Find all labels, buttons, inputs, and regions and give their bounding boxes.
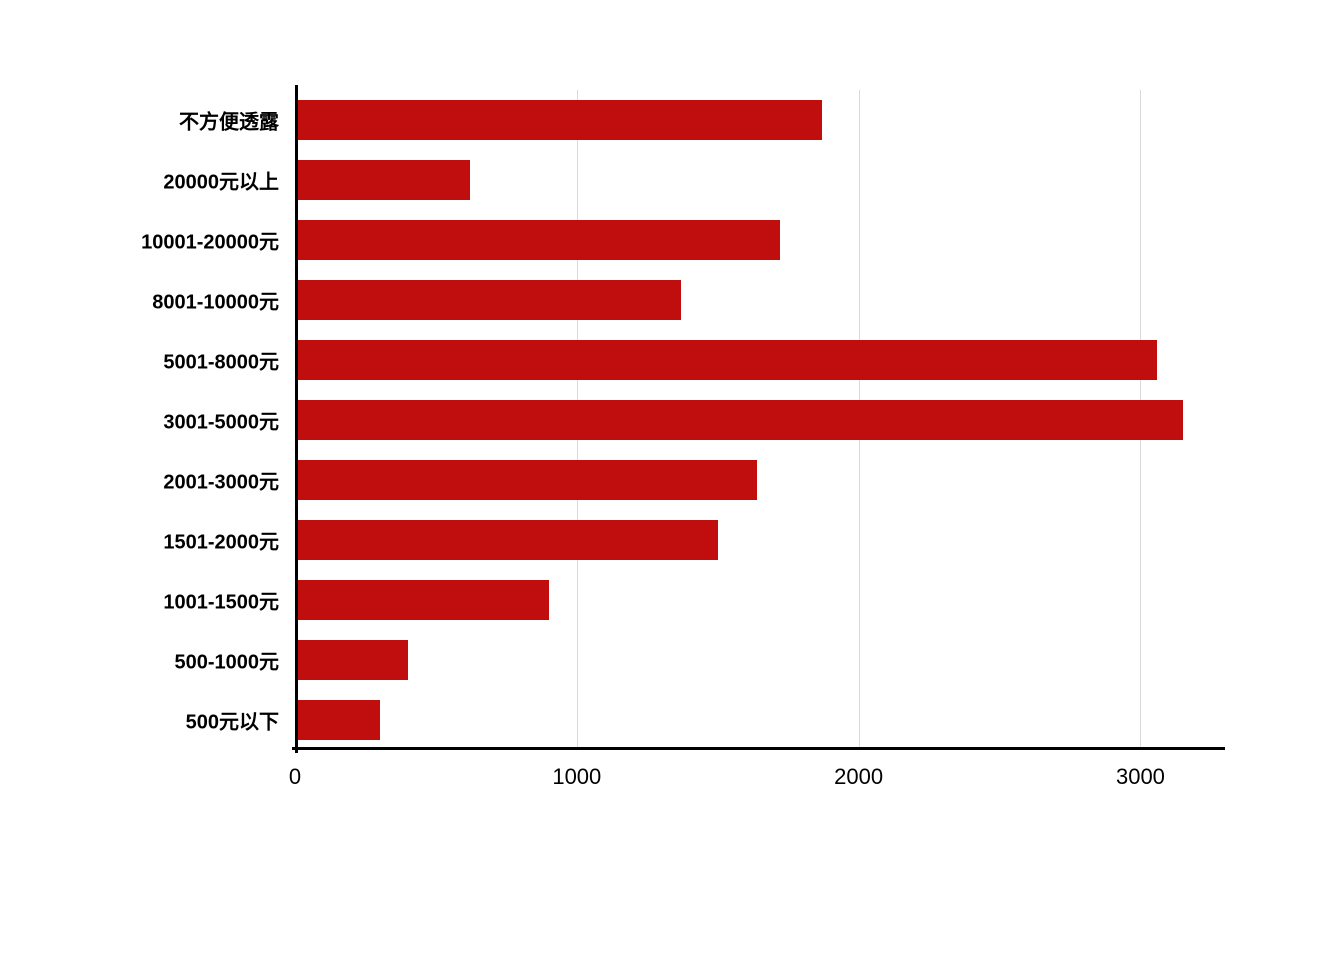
y-tick-label: 500-1000元 (174, 646, 279, 675)
bar (295, 400, 1183, 440)
y-tick-label: 5001-8000元 (163, 346, 279, 375)
bar (295, 220, 780, 260)
y-tick-label: 10001-20000元 (141, 226, 279, 255)
y-tick-label: 20000元以上 (163, 166, 279, 195)
x-tick-label: 3000 (1116, 764, 1165, 790)
bar (295, 700, 380, 740)
bar (295, 340, 1157, 380)
bar (295, 460, 757, 500)
plot-area: 0100020003000不方便透露20000元以上10001-20000元80… (295, 90, 1225, 750)
y-tick-label: 8001-10000元 (152, 286, 279, 315)
x-tick-label: 2000 (834, 764, 883, 790)
bar (295, 580, 549, 620)
bar (295, 640, 408, 680)
y-tick-label: 1501-2000元 (163, 526, 279, 555)
x-tick-label: 1000 (552, 764, 601, 790)
bar (295, 100, 822, 140)
bar (295, 520, 718, 560)
y-tick-label: 3001-5000元 (163, 406, 279, 435)
bar (295, 280, 681, 320)
y-axis (295, 85, 298, 753)
y-tick-label: 500元以下 (186, 706, 279, 735)
x-tick-label: 0 (289, 764, 301, 790)
y-tick-label: 不方便透露 (179, 106, 279, 135)
bar (295, 160, 470, 200)
income-distribution-chart: 0 1000 2000 3000 不方便透露 20000元以上 10001-20000元 80… (135, 90, 1235, 810)
y-tick-label: 2001-3000元 (163, 466, 279, 495)
x-axis (292, 747, 1225, 750)
y-tick-label: 1001-1500元 (163, 586, 279, 615)
